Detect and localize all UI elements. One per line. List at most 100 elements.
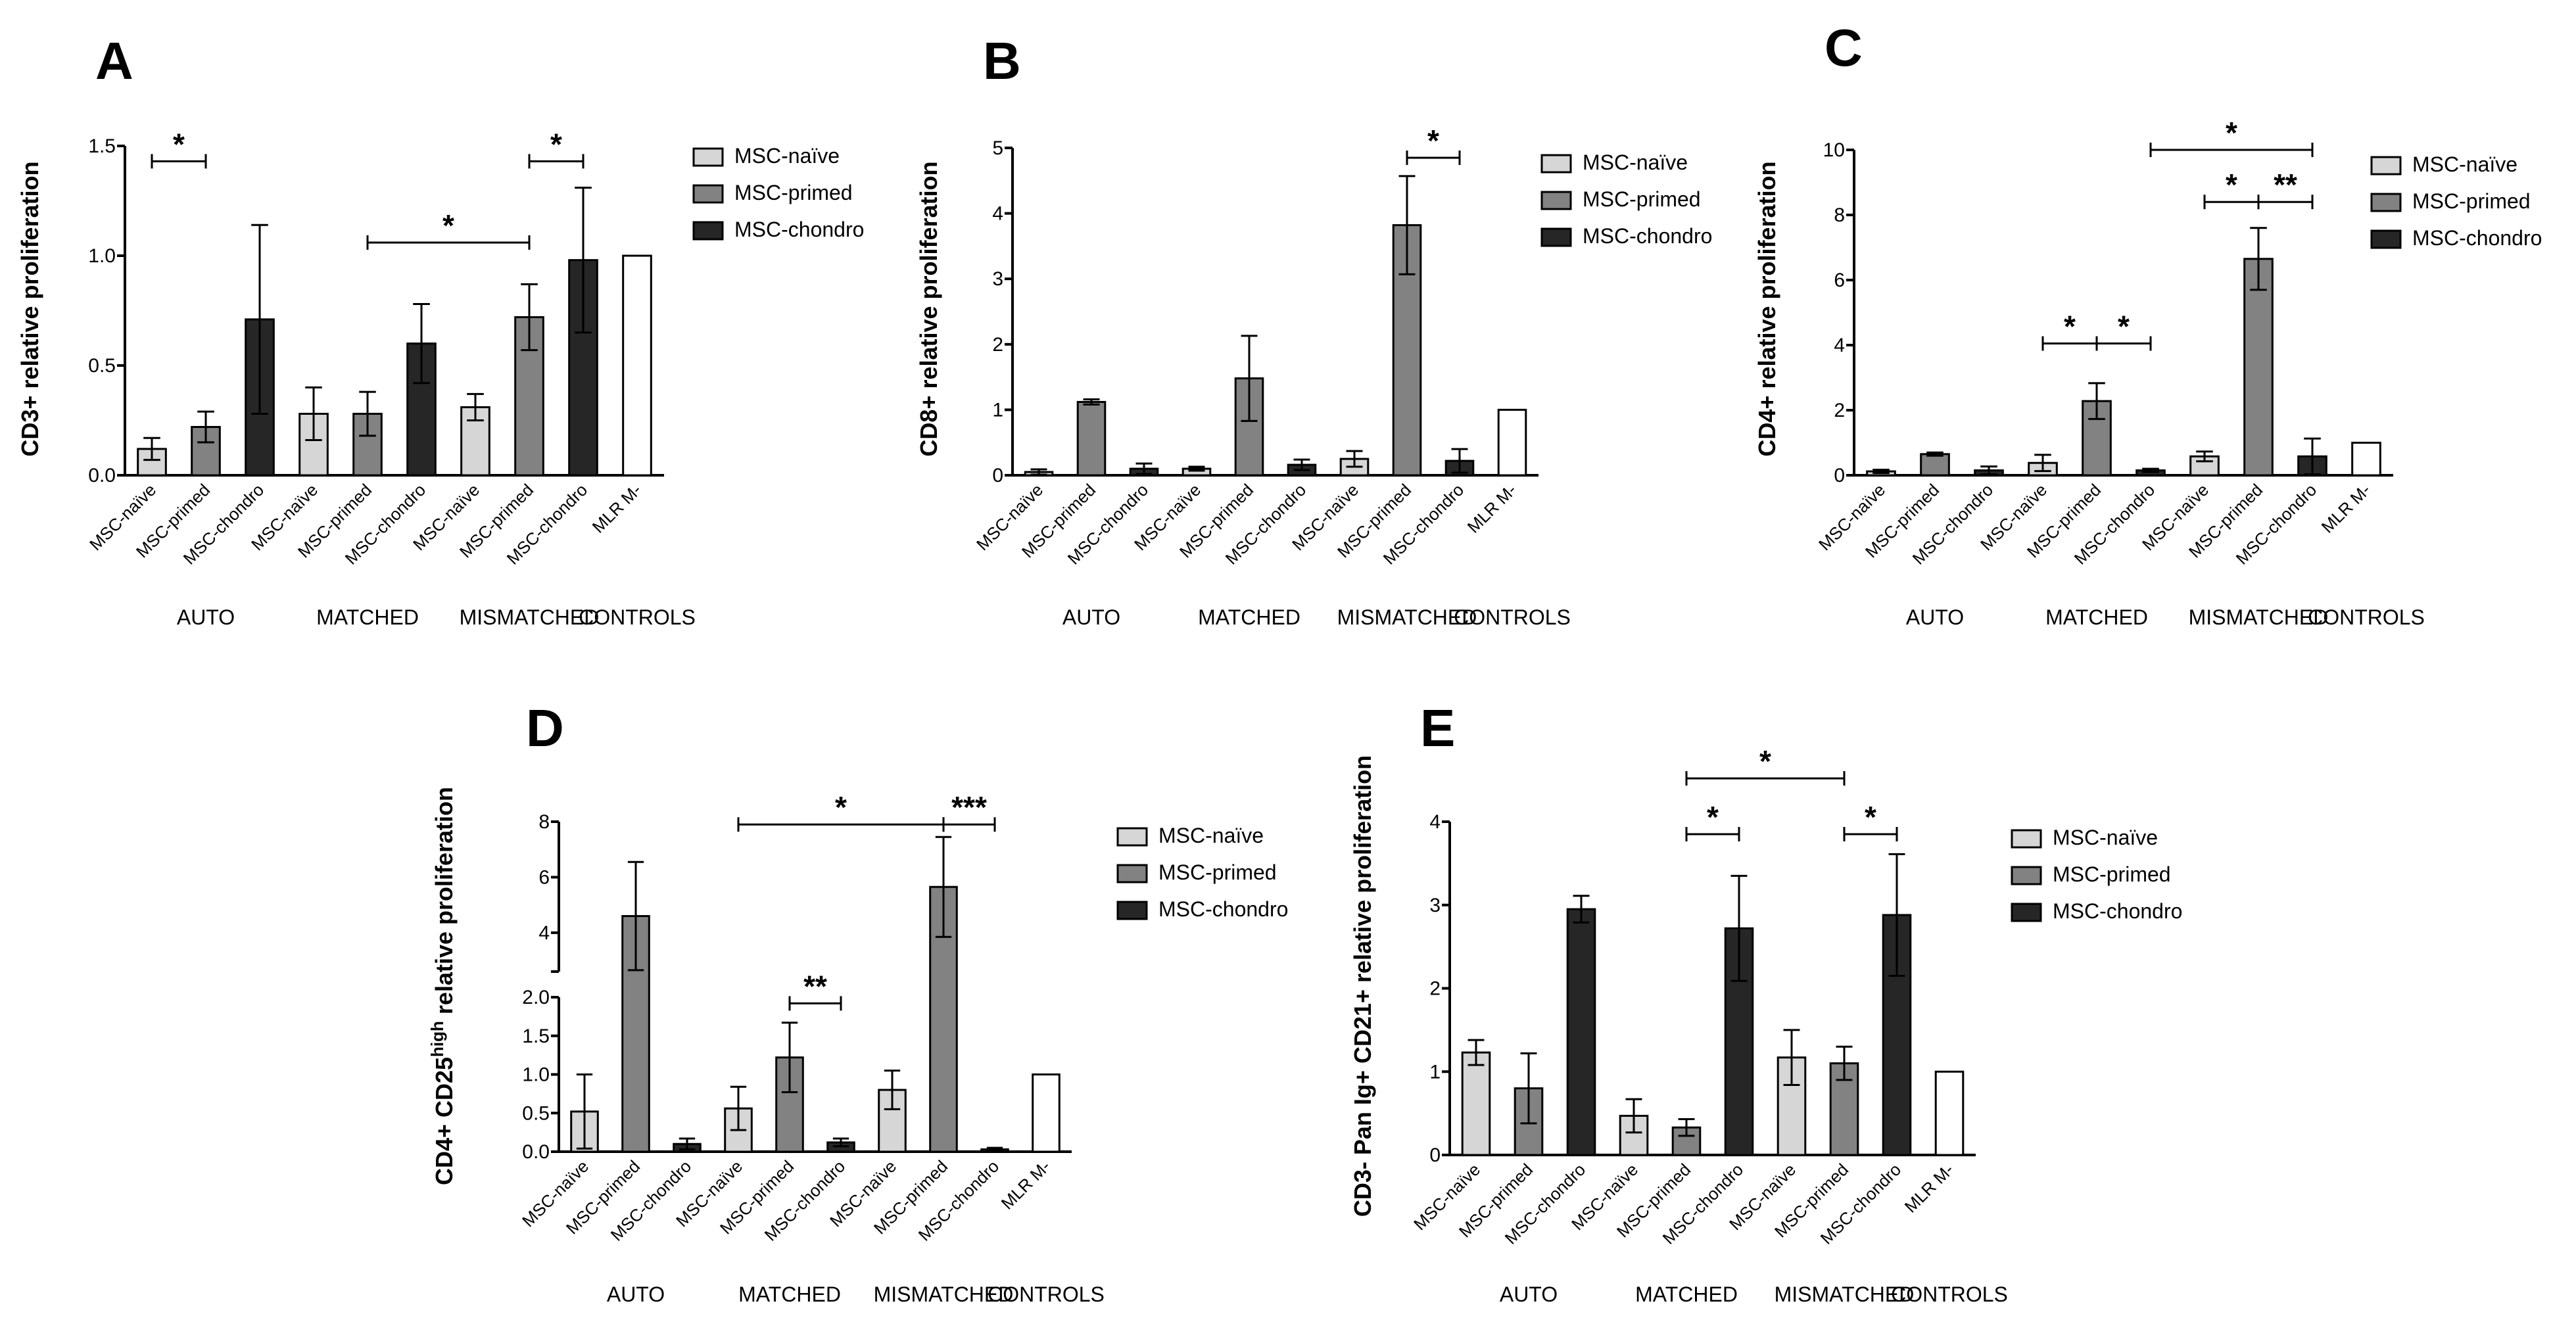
bar — [1920, 453, 1950, 477]
panel-letter: A — [95, 32, 133, 90]
legend-label: MSC-naïve — [2412, 153, 2517, 176]
x-group-label: CONTROLS — [1454, 605, 1571, 629]
legend-label: MSC-chondro — [734, 218, 864, 241]
y-tick-label: 4 — [538, 922, 550, 944]
x-group-label: MATCHED — [1635, 1283, 1738, 1306]
y-tick-label: 4 — [1429, 811, 1441, 833]
panel-letter: D — [526, 699, 564, 757]
significance-label: ** — [803, 969, 827, 1003]
bar — [1497, 408, 1527, 477]
significance-label: * — [2118, 310, 2130, 344]
y-tick-label: 1.5 — [88, 135, 116, 157]
legend-label: MSC-chondro — [2053, 899, 2182, 923]
x-group-label: MATCHED — [738, 1283, 841, 1306]
legend-swatch — [2370, 156, 2402, 176]
x-category-label: MLR M- — [1901, 1160, 1958, 1217]
y-tick-label: 2 — [1429, 978, 1441, 1000]
y-axis-title: CD4+ relative proliferation — [1753, 161, 1780, 456]
x-group-label: AUTO — [1500, 1283, 1558, 1306]
x-category-label: MLR M- — [588, 480, 646, 537]
legend-label: MSC-naïve — [1158, 824, 1264, 847]
x-category-label: MLR M- — [1464, 480, 1521, 537]
y-tick-label: 3 — [992, 268, 1003, 290]
y-tick-label: 4 — [992, 203, 1003, 225]
significance-label: * — [835, 790, 847, 824]
legend-swatch — [2370, 229, 2402, 249]
panel-letter: B — [983, 32, 1021, 90]
legend-label: MSC-chondro — [1158, 897, 1288, 921]
y-tick-label: 10 — [1823, 139, 1845, 161]
bar — [1566, 908, 1596, 1156]
chart-panel-e: E CD3- Pan Ig+ CD21+ relative proliferati… — [1349, 699, 2182, 1306]
legend-swatch — [2370, 193, 2402, 212]
y-axis-title: CD3- Pan Ig+ CD21+ relative proliferatio… — [1349, 755, 1376, 1217]
bar — [622, 254, 652, 477]
y-tick-label: 1.0 — [88, 245, 116, 267]
bar — [1032, 1073, 1061, 1153]
legend-swatch — [1540, 191, 1572, 210]
bar — [2243, 258, 2274, 477]
panel-letter: C — [1825, 18, 1863, 77]
legend-label: MSC-chondro — [2412, 226, 2542, 250]
x-group-label: AUTO — [177, 605, 235, 629]
x-group-label: MISMATCHED — [1775, 1283, 1915, 1306]
legend-swatch — [2011, 829, 2042, 849]
significance-label: * — [550, 127, 562, 161]
y-tick-label: 0 — [1834, 465, 1845, 486]
significance-label: * — [173, 127, 185, 161]
legend-label: MSC-chondro — [1583, 224, 1712, 248]
legend-label: MSC-naïve — [2053, 826, 2158, 849]
significance-label: * — [442, 208, 454, 243]
legend-swatch — [692, 221, 724, 241]
x-group-label: AUTO — [607, 1283, 665, 1306]
legend-swatch — [2011, 866, 2042, 885]
y-tick-label: 0 — [1429, 1144, 1441, 1166]
chart-panel-d: D CD4+ CD25high relative proliferation 0.0… — [427, 699, 1288, 1306]
y-tick-label: 3 — [1429, 895, 1441, 916]
y-axis-title: CD3+ relative proliferation — [16, 161, 43, 456]
legend-label: MSC-primed — [1158, 860, 1277, 884]
y-tick-label: 2.0 — [522, 987, 550, 1008]
x-group-label: AUTO — [1062, 605, 1120, 629]
legend-swatch — [2011, 903, 2042, 922]
x-group-label: CONTROLS — [988, 1283, 1105, 1306]
x-group-label: AUTO — [1906, 605, 1964, 629]
legend-swatch — [1116, 864, 1148, 883]
y-axis-title: CD8+ relative proliferation — [915, 161, 942, 456]
y-tick-label: 1.5 — [522, 1025, 550, 1047]
legend-label: MSC-primed — [2412, 189, 2531, 213]
y-tick-label: 1.0 — [522, 1064, 550, 1086]
panel-letter: E — [1420, 699, 1455, 757]
y-tick-label: 4 — [1834, 335, 1845, 356]
significance-label: * — [1707, 800, 1719, 834]
significance-label: * — [1759, 744, 1771, 778]
x-group-label: CONTROLS — [579, 605, 696, 629]
y-tick-label: 6 — [1834, 270, 1845, 291]
x-group-label: CONTROLS — [2308, 605, 2425, 629]
y-tick-label: 8 — [538, 811, 550, 833]
y-tick-label: 0.5 — [522, 1102, 550, 1124]
legend-label: MSC-primed — [1583, 187, 1701, 211]
legend-label: MSC-primed — [734, 181, 853, 204]
y-tick-label: 8 — [1834, 204, 1845, 226]
x-category-label: MLR M- — [997, 1156, 1055, 1213]
legend-swatch — [1540, 154, 1572, 174]
y-tick-label: 5 — [992, 137, 1003, 159]
y-tick-label: 1 — [1429, 1061, 1441, 1083]
significance-label: * — [1427, 124, 1439, 158]
significance-label: ** — [2274, 168, 2297, 202]
y-tick-label: 6 — [538, 866, 550, 888]
legend-swatch — [692, 147, 724, 167]
y-axis-title-main: CD4+ CD25 — [431, 1057, 458, 1185]
bar — [1934, 1070, 1965, 1156]
x-group-label: MISMATCHED — [2189, 605, 2329, 629]
chart-panel-b: B CD8+ relative proliferation 0 1 2 3 4 5 MSC-na… — [915, 32, 1712, 629]
legend-label: MSC-naïve — [734, 144, 840, 168]
y-tick-label: 2 — [1834, 400, 1845, 421]
significance-label: * — [1865, 800, 1876, 834]
legend-label: MSC-naïve — [1583, 151, 1688, 174]
x-group-label: MATCHED — [1198, 605, 1300, 629]
x-group-label: CONTROLS — [1891, 1283, 2008, 1306]
significance-label: * — [2226, 116, 2237, 150]
x-group-label: MISMATCHED — [1337, 605, 1477, 629]
